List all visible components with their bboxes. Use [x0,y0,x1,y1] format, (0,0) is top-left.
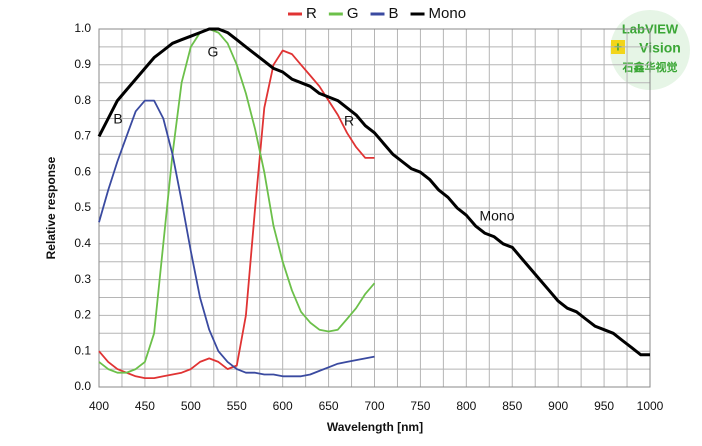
legend-label: B [389,5,399,22]
legend-label: G [347,5,359,22]
y-tick-label: 0.3 [74,272,91,286]
annotation: B [113,111,122,127]
x-tick-label: 450 [135,399,155,413]
data-line [97,27,650,357]
annotation: G [208,44,219,60]
annotation: R [344,113,354,129]
y-tick-label: 0.2 [74,308,91,322]
plot-frame [98,28,651,388]
x-tick-label: 850 [502,399,522,413]
watermark-text: Vision [639,40,681,56]
data-line [98,28,376,374]
x-tick-label: 750 [410,399,430,413]
y-tick-label: 0.1 [74,343,91,357]
y-tick-label: 0.9 [74,57,91,71]
y-tick-label: 1.0 [74,21,91,35]
y-tick-label: 0.8 [74,93,91,107]
data-line [98,99,375,378]
y-tick-label: 0.4 [74,236,91,250]
x-tick-label: 650 [319,399,339,413]
x-tick-label: 1000 [637,399,664,413]
x-tick-label: 700 [364,399,384,413]
data-line [98,49,375,379]
y-axis-label: Relative response [44,156,58,259]
y-tick-label: 0.7 [74,129,91,143]
x-tick-label: 550 [227,399,247,413]
x-tick-label: 950 [594,399,614,413]
y-tick-label: 0.5 [74,200,91,214]
x-axis-label: Wavelength [nm] [327,420,423,434]
annotation: Mono [479,208,514,224]
x-tick-label: 400 [89,399,109,413]
x-tick-label: 600 [273,399,293,413]
legend-label: Mono [429,5,467,22]
y-tick-label: 0.0 [74,379,91,393]
y-tick-label: 0.6 [74,164,91,178]
legend-label: R [306,5,317,22]
x-tick-label: 500 [181,399,201,413]
x-tick-label: 800 [456,399,476,413]
x-tick-label: 900 [548,399,568,413]
